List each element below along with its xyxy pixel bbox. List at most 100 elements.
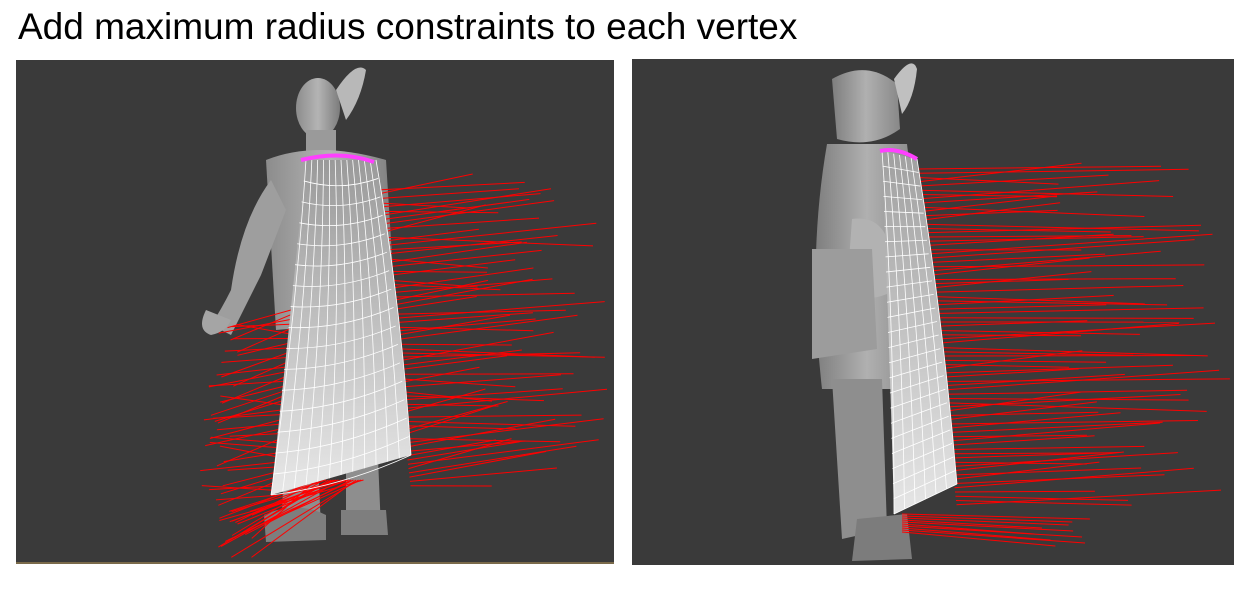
mesh-line	[886, 294, 934, 303]
constraint-line	[379, 198, 530, 221]
mesh-line	[893, 470, 956, 500]
constraint-line	[385, 259, 516, 277]
constraint-line	[954, 467, 1194, 489]
constraint-line	[399, 390, 493, 402]
constraint-line	[216, 423, 283, 431]
constraint-line	[231, 479, 339, 513]
mesh-line	[375, 159, 412, 456]
constraint-line	[931, 296, 1145, 305]
constraint-line	[946, 420, 1198, 425]
constraint-line	[901, 517, 1069, 526]
constraint-line	[210, 436, 281, 444]
constraint-line	[406, 439, 497, 457]
constraint-line	[409, 451, 547, 478]
constraint-line	[940, 350, 1083, 370]
constraint-line	[901, 527, 1051, 541]
constraint-line	[901, 519, 1042, 529]
constraint-line	[922, 209, 1058, 217]
constraint-line	[391, 312, 533, 324]
constraint-line	[216, 366, 287, 376]
constraint-line	[235, 479, 322, 523]
mesh-line	[301, 196, 381, 207]
constraint-line	[952, 451, 1124, 472]
constraint-line	[408, 445, 577, 474]
constraint-line	[208, 371, 287, 388]
constraint-line	[924, 224, 1202, 234]
constraint-line	[219, 479, 364, 521]
constraint-line	[923, 223, 1199, 232]
constraint-line	[400, 403, 499, 407]
constraint-line	[379, 200, 555, 225]
constraint-line	[933, 307, 1204, 314]
mesh-line	[340, 159, 346, 476]
mesh-line	[893, 483, 958, 515]
constraint-line	[389, 296, 477, 311]
mesh-line	[891, 415, 949, 439]
constraint-line	[918, 174, 1109, 187]
constraint-line	[926, 233, 1213, 255]
constraint-line	[400, 388, 563, 401]
constraint-line	[210, 390, 285, 416]
constraint-line	[389, 278, 533, 307]
constraint-line	[933, 304, 1107, 310]
pinned-vertices	[879, 148, 919, 161]
constraint-line	[943, 389, 1188, 395]
constraint-line	[953, 461, 1100, 480]
constraint-line	[222, 471, 279, 487]
constraint-line	[932, 300, 1168, 306]
mesh-line	[270, 454, 412, 496]
constraint-line	[377, 202, 469, 209]
constraint-line	[233, 361, 288, 387]
constraint-line	[928, 250, 1161, 272]
constraint-line	[924, 235, 1132, 238]
constraint-line	[942, 373, 1125, 387]
constraint-line	[401, 388, 486, 414]
constraint-line	[229, 479, 327, 512]
constraint-line	[950, 451, 1120, 459]
mesh-line	[303, 178, 379, 187]
mesh-line	[288, 307, 394, 329]
constraint-line	[928, 264, 1205, 268]
constraint-line	[944, 394, 1181, 408]
constraint-line	[901, 515, 1073, 523]
mesh-line	[888, 348, 941, 364]
constraint-line	[390, 309, 566, 315]
constraint-line	[404, 438, 561, 443]
constraint-line	[939, 364, 1070, 368]
mesh-line	[886, 280, 933, 288]
constraint-line	[901, 525, 1083, 538]
constraint-line	[201, 485, 277, 491]
constraint-line	[380, 204, 486, 234]
mesh-line	[883, 211, 924, 214]
mesh-line	[346, 159, 355, 472]
mesh-line	[281, 362, 401, 391]
constraint-line	[375, 181, 525, 191]
constraint-line	[392, 318, 536, 332]
constraint-line	[930, 278, 1069, 285]
constraint-line	[380, 217, 540, 230]
constraint-line	[920, 180, 1160, 200]
constraint-line	[378, 188, 552, 217]
mesh-line	[910, 157, 947, 490]
constraint-line	[377, 193, 541, 208]
constraint-line	[404, 404, 497, 435]
slide-title: Add maximum radius constraints to each v…	[18, 6, 798, 47]
constraint-line	[901, 513, 1090, 520]
constraint-line	[917, 177, 1059, 185]
constraint-line	[218, 480, 278, 506]
constraint-line	[221, 357, 288, 363]
constraint-line	[376, 188, 520, 200]
constraint-line	[943, 398, 1189, 401]
constraint-line	[405, 418, 556, 448]
constraint-line	[940, 364, 1173, 374]
constraint-line	[387, 267, 534, 290]
constraint-line	[219, 445, 280, 458]
constraint-line	[229, 433, 282, 437]
cape-mesh	[879, 148, 958, 515]
constraint-line	[936, 322, 1216, 340]
constraint-line	[956, 489, 1222, 506]
constraint-line	[398, 374, 562, 388]
constraint-line	[938, 351, 1134, 356]
mesh-line	[282, 159, 313, 492]
